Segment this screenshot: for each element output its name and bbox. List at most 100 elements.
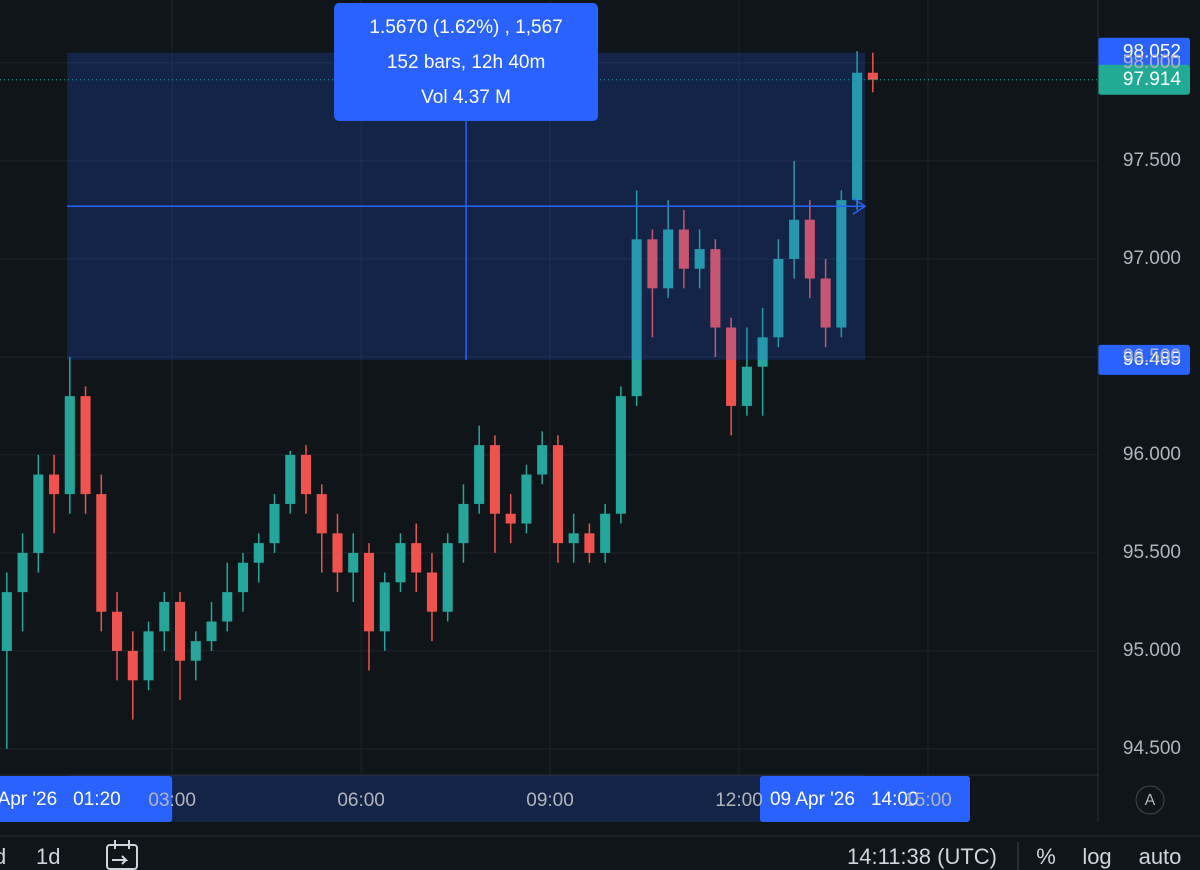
candle-body [474, 445, 485, 504]
candle-body [757, 337, 768, 367]
candle-body [300, 454, 312, 495]
candle-body [867, 72, 878, 80]
candle-body [285, 454, 296, 504]
candles [1, 51, 878, 749]
candle-body [584, 533, 595, 553]
candle-body [190, 641, 201, 661]
grid [0, 0, 1098, 775]
candle-body [348, 552, 359, 573]
candle-body [631, 239, 642, 397]
candle-body [789, 219, 800, 259]
candle-body [489, 445, 500, 514]
time-label-box [759, 776, 970, 822]
y-tick-label: 97.000 [1123, 248, 1181, 269]
candle-body [552, 445, 563, 544]
candle-body [363, 552, 375, 632]
candle-body [332, 533, 343, 573]
measure-tooltip-line: Vol 4.37 M [421, 87, 511, 108]
measure-time-band [67, 775, 865, 822]
calendar-icon[interactable] [106, 840, 138, 870]
candle-body [505, 513, 516, 524]
candle-body [80, 396, 91, 495]
candle-body [647, 239, 658, 289]
y-tick-label: 96.000 [1123, 444, 1181, 465]
candle-body [237, 562, 249, 593]
time-label-date: 09 Apr '26 [0, 789, 57, 810]
candle-body [600, 513, 611, 553]
time-label-time: 14:00 [871, 789, 919, 810]
candle-body [537, 445, 548, 475]
axes: 94.500 95.000 95.500 96.000 96.500 97.000 97.5… [148, 52, 1181, 811]
auto-scale-label[interactable]: A [1145, 792, 1156, 809]
candle-body [741, 366, 752, 406]
candle-body [269, 503, 280, 544]
interval[interactable]: d [0, 844, 6, 869]
time-label-date: 09 Apr '26 [770, 789, 855, 810]
calendar-body[interactable] [106, 844, 138, 870]
candle-body [426, 572, 437, 612]
candle-body [96, 494, 107, 612]
candle-body [615, 396, 626, 514]
candle-body [379, 582, 390, 632]
y-tick-label: 94.500 [1123, 738, 1181, 759]
candle-body [852, 72, 863, 201]
candle-body [726, 327, 737, 406]
interval[interactable]: 1d [36, 844, 60, 869]
candle-body [49, 474, 60, 495]
candle-body [442, 543, 453, 612]
calendar-arrow[interactable] [112, 855, 129, 865]
candle-body [458, 503, 469, 544]
price-label: 96.485 [1123, 349, 1181, 370]
auto-scale-button[interactable] [1135, 785, 1165, 815]
measure-arrow-head [852, 197, 867, 215]
candle-body [663, 229, 674, 289]
candle-body [17, 552, 28, 593]
price-label-box [1098, 64, 1190, 95]
candle-body [694, 249, 705, 269]
candle-body [710, 249, 721, 328]
candle-body [773, 258, 784, 338]
candle-body [820, 278, 831, 328]
candle-body [33, 474, 44, 553]
x-tick-label: 12:00 [715, 790, 763, 811]
candle-body [112, 611, 123, 651]
measure-tooltip-line: 1.5670 (1.62%) , 1,567 [369, 17, 562, 38]
y-tick-label: 95.500 [1123, 542, 1181, 563]
time-label-box [0, 776, 173, 822]
candle-body [395, 543, 406, 583]
measure-overlay: 1.5670 (1.62%) , 1,567 152 bars, 12h 40m V… [0, 3, 1190, 822]
y-tick-label: 96.500 [1123, 346, 1181, 367]
candle-body [804, 219, 815, 279]
price-label: 97.914 [1123, 69, 1182, 90]
measure-tooltip-line: 152 bars, 12h 40m [387, 52, 545, 73]
percent-toggle[interactable]: % [1036, 844, 1056, 869]
x-tick-label: 09:00 [526, 790, 574, 811]
log-toggle[interactable]: log [1082, 844, 1111, 869]
candle-body [836, 200, 847, 328]
candle-body [174, 601, 186, 661]
time-label-time: 01:20 [73, 789, 121, 810]
measure-tooltip [334, 3, 599, 121]
auto-toggle[interactable]: auto [1139, 844, 1182, 869]
candle-body [568, 533, 579, 544]
candle-body [411, 543, 422, 573]
y-tick-label: 98.000 [1123, 52, 1181, 73]
candle-body [253, 543, 264, 563]
candle-body [521, 474, 532, 524]
candle-body [206, 621, 217, 642]
x-tick-label: 15:00 [904, 790, 952, 811]
x-tick-label: 06:00 [337, 790, 385, 811]
candle-body [159, 601, 170, 632]
x-tick-label: 03:00 [148, 790, 196, 811]
y-tick-label: 95.000 [1123, 640, 1181, 661]
price-label-box [1098, 344, 1190, 375]
candle-body [64, 396, 75, 495]
clock[interactable]: 14:11:38 (UTC) [847, 844, 997, 869]
price-label-box [1098, 37, 1190, 68]
price-label: 98.052 [1123, 42, 1181, 63]
candle-body [143, 631, 154, 681]
candle-body [1, 592, 12, 651]
